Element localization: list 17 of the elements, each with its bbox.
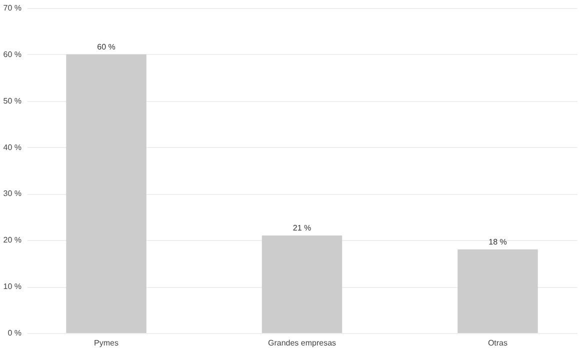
y-tick-label: 30 % <box>3 189 22 198</box>
bar <box>66 54 146 333</box>
y-tick-label: 50 % <box>3 96 22 106</box>
x-tick-label: Otras <box>488 338 508 348</box>
y-tick-label: 0 % <box>8 328 22 338</box>
y-tick-label: 10 % <box>3 282 22 292</box>
y-tick-label: 60 % <box>3 50 22 59</box>
data-label: 60 % <box>97 42 116 52</box>
x-tick-label: Grandes empresas <box>268 338 336 348</box>
bar <box>262 236 342 333</box>
bar <box>458 249 538 333</box>
y-tick-label: 40 % <box>3 142 22 152</box>
y-tick-label: 20 % <box>3 236 22 245</box>
data-label: 18 % <box>488 237 507 246</box>
x-tick-label: Pymes <box>94 338 118 348</box>
data-label: 21 % <box>292 224 312 232</box>
y-tick-label: 70 % <box>3 4 22 12</box>
